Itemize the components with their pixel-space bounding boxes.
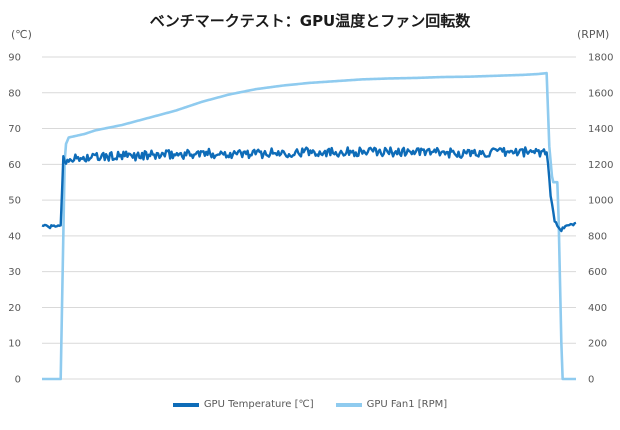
right-tick-label: 400 xyxy=(588,303,607,314)
legend: GPU Temperature [℃] GPU Fan1 [RPM] xyxy=(0,399,620,410)
right-tick-label: 800 xyxy=(588,231,607,242)
legend-item-fan: GPU Fan1 [RPM] xyxy=(335,399,448,410)
left-axis-unit: (℃) xyxy=(11,28,32,41)
legend-swatch-fan xyxy=(335,402,362,407)
left-tick-label: 40 xyxy=(8,231,21,242)
left-tick-label: 10 xyxy=(8,339,21,350)
right-tick-label: 1400 xyxy=(588,124,613,135)
left-tick-label: 90 xyxy=(8,53,21,64)
legend-swatch-temperature xyxy=(172,402,199,407)
left-tick-label: 0 xyxy=(15,375,21,386)
left-tick-label: 20 xyxy=(8,303,21,314)
right-tick-label: 1600 xyxy=(588,88,613,99)
gridlines xyxy=(42,56,576,380)
chart-title: ベンチマークテスト：GPU温度とファン回転数 xyxy=(149,12,471,30)
legend-label-fan: GPU Fan1 [RPM] xyxy=(366,399,448,410)
right-tick-label: 0 xyxy=(588,375,594,386)
left-tick-label: 50 xyxy=(8,196,21,207)
left-tick-label: 60 xyxy=(8,160,21,171)
right-tick-label: 1200 xyxy=(588,160,613,171)
right-tick-label: 1000 xyxy=(588,196,613,207)
series-line-gpu-temperature xyxy=(41,146,577,233)
right-axis-unit: (RPM) xyxy=(577,28,610,41)
right-axis-ticks: 1800 1600 1400 1200 1000 800 600 400 200 0 xyxy=(588,53,613,386)
series-lines xyxy=(41,71,577,381)
left-tick-label: 70 xyxy=(8,124,21,135)
left-tick-label: 30 xyxy=(8,267,21,278)
legend-item-temperature: GPU Temperature [℃] xyxy=(172,399,314,410)
right-tick-label: 200 xyxy=(588,339,607,350)
left-axis-ticks: 90 80 70 60 50 40 30 20 10 0 xyxy=(8,53,21,386)
right-tick-label: 600 xyxy=(588,267,607,278)
right-tick-label: 1800 xyxy=(588,53,613,64)
left-tick-label: 80 xyxy=(8,88,21,99)
series-line-gpu-fan1 xyxy=(42,71,576,381)
legend-label-temperature: GPU Temperature [℃] xyxy=(203,399,314,410)
